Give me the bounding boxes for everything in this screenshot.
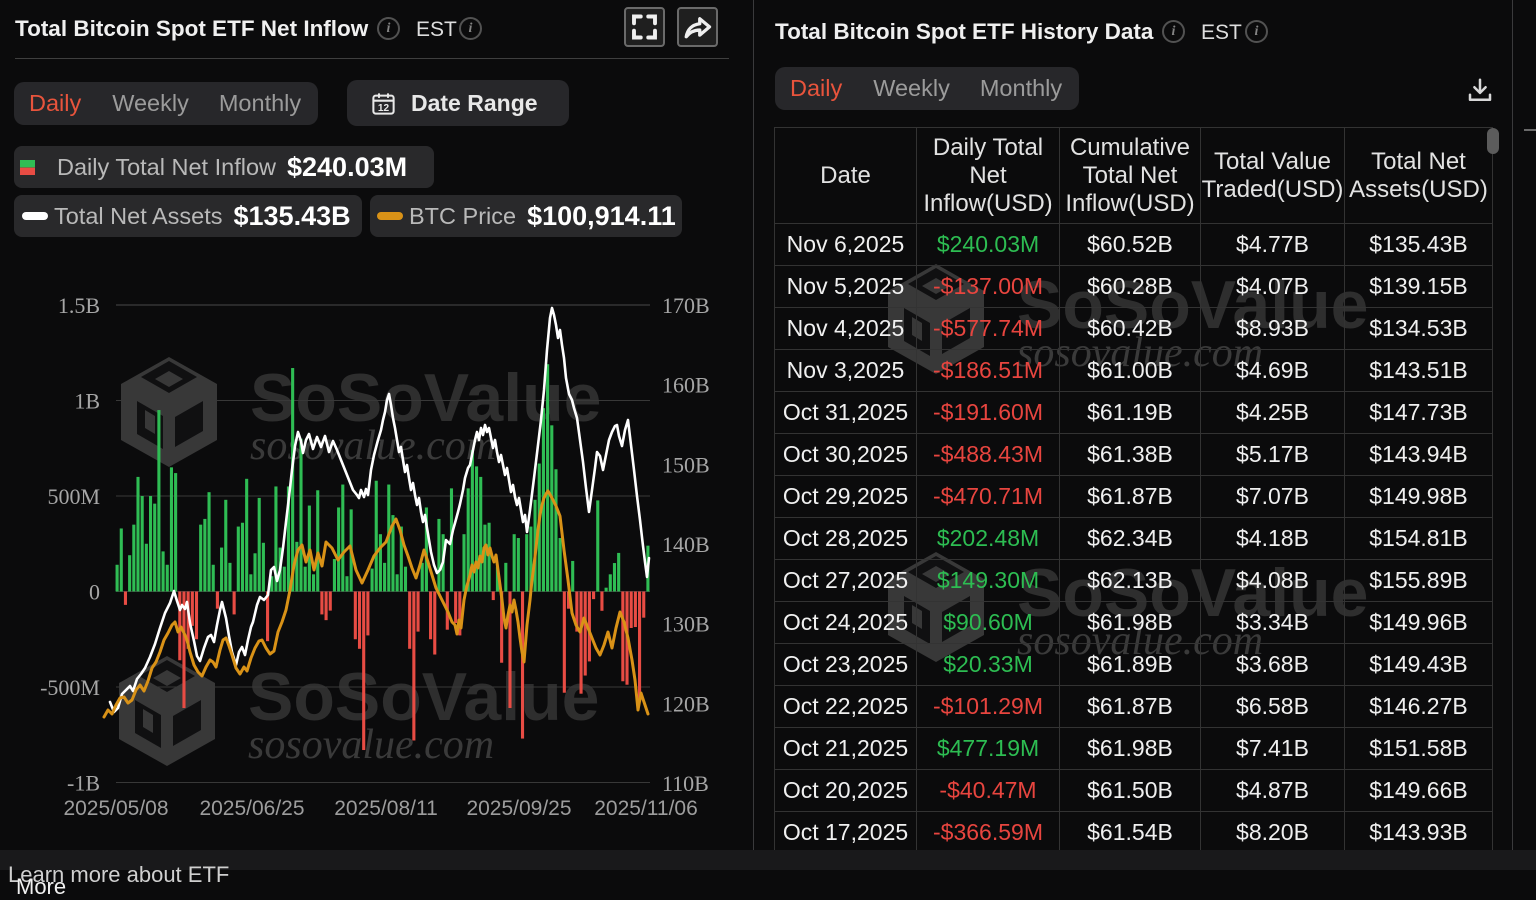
svg-text:170B: 170B	[662, 293, 710, 318]
svg-text:110B: 110B	[662, 771, 709, 796]
svg-text:1.5B: 1.5B	[58, 293, 100, 318]
svg-text:2025/11/06: 2025/11/06	[594, 797, 698, 820]
svg-text:-1B: -1B	[67, 771, 100, 796]
svg-text:0: 0	[89, 580, 100, 605]
svg-text:2025/05/08: 2025/05/08	[63, 797, 168, 820]
svg-text:2025/09/25: 2025/09/25	[466, 797, 571, 820]
svg-text:130B: 130B	[662, 612, 710, 637]
svg-text:SoSoValue: SoSoValue	[248, 659, 599, 735]
svg-text:12: 12	[378, 102, 390, 113]
svg-text:160B: 160B	[662, 373, 710, 398]
svg-text:2025/06/25: 2025/06/25	[199, 797, 304, 820]
svg-text:sosovalue.com: sosovalue.com	[248, 722, 494, 768]
svg-text:2025/08/11: 2025/08/11	[334, 797, 438, 820]
svg-text:140B: 140B	[662, 532, 710, 557]
svg-text:-500M: -500M	[40, 675, 100, 700]
svg-text:150B: 150B	[662, 452, 710, 477]
svg-text:1B: 1B	[74, 389, 100, 414]
svg-text:120B: 120B	[662, 691, 710, 716]
svg-text:500M: 500M	[47, 484, 100, 509]
